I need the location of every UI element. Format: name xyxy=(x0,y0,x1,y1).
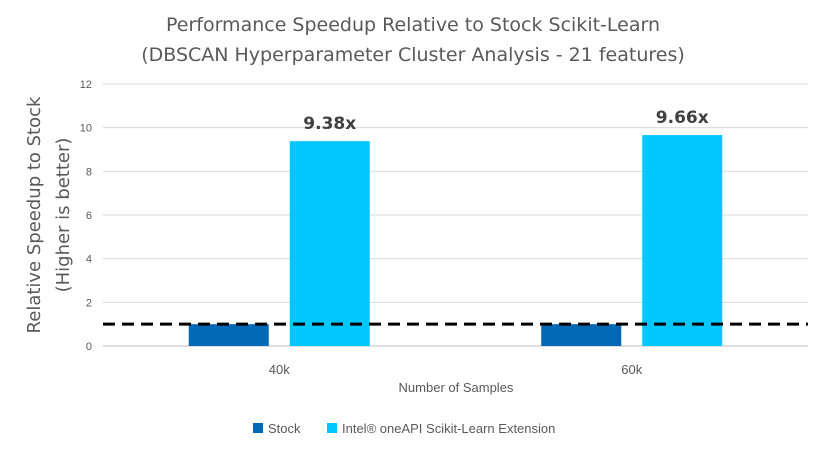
y-tick-label: 2 xyxy=(86,297,92,309)
gridlines xyxy=(103,83,808,347)
y-tick-label: 8 xyxy=(86,166,92,178)
legend-swatch-stock xyxy=(253,423,263,433)
legend-swatch-intel xyxy=(327,423,337,433)
y-axis-title: Relative Speedup to Stock (Higher is bet… xyxy=(24,96,74,333)
y-tick-label: 4 xyxy=(86,254,92,266)
chart-title: Performance Speedup Relative to Stock Sc… xyxy=(141,14,685,66)
chart-title-line-1: Performance Speedup Relative to Stock Sc… xyxy=(166,14,660,36)
data-labels: 9.38x 9.66x xyxy=(303,108,708,134)
y-axis-title-line-2: (Higher is better) xyxy=(53,138,74,293)
bar-stock-60k xyxy=(541,324,622,346)
bars xyxy=(188,135,723,346)
data-label-60k: 9.66x xyxy=(656,108,709,128)
legend: Stock Intel® oneAPI Scikit-Learn Extensi… xyxy=(253,421,555,436)
data-label-40k: 9.38x xyxy=(303,114,356,134)
y-axis-title-line-1: Relative Speedup to Stock xyxy=(24,96,45,333)
y-tick-label: 6 xyxy=(86,210,92,222)
bar-intel-60k xyxy=(642,135,723,346)
y-tick-label: 0 xyxy=(86,341,92,353)
y-axis-ticks: 0 2 4 6 8 10 12 xyxy=(80,79,92,353)
bar-intel-40k xyxy=(289,141,370,346)
y-tick-label: 12 xyxy=(80,79,92,91)
y-tick-label: 10 xyxy=(80,123,92,135)
x-axis-categories: 40k 60k xyxy=(269,362,643,377)
legend-label-stock: Stock xyxy=(268,421,301,436)
legend-label-intel: Intel® oneAPI Scikit-Learn Extension xyxy=(342,421,555,436)
x-category-label: 40k xyxy=(269,362,290,377)
x-category-label: 60k xyxy=(621,362,642,377)
chart-title-line-2: (DBSCAN Hyperparameter Cluster Analysis … xyxy=(141,44,685,66)
bar-stock-40k xyxy=(188,324,269,346)
x-axis-title: Number of Samples xyxy=(399,380,514,395)
